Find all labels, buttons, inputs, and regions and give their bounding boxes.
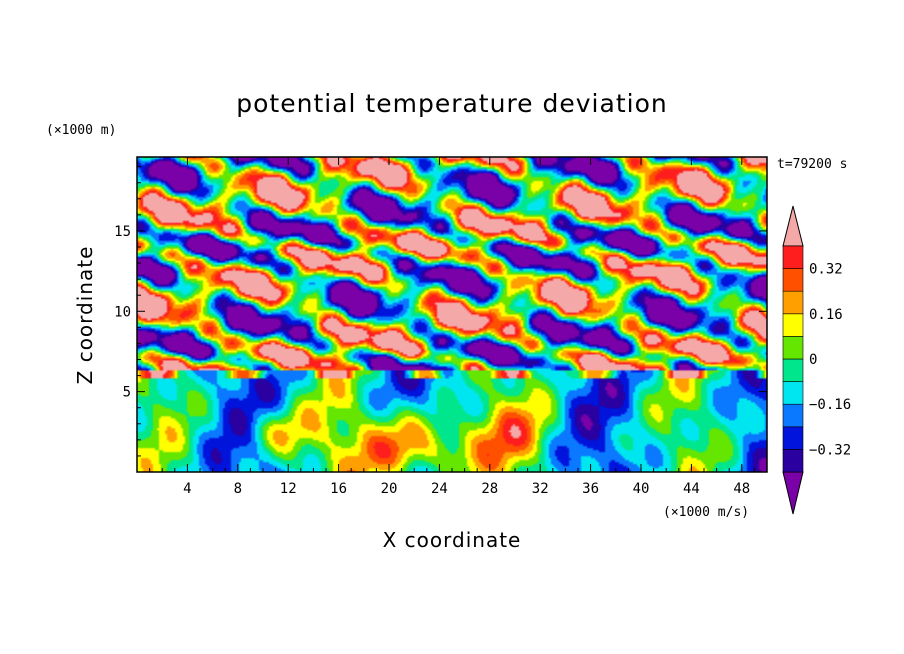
x-tick-label: 40 [633, 481, 650, 497]
colorbar-box [782, 268, 804, 292]
x-tick-label: 16 [330, 481, 347, 497]
chart-title: potential temperature deviation [236, 89, 667, 118]
colorbar-box [782, 403, 804, 428]
y-tick-label: 5 [123, 385, 131, 401]
colorbar-box [782, 381, 804, 405]
colorbar-extend-max [782, 205, 804, 247]
colorbar-tick-label: −0.16 [809, 397, 851, 413]
y-tick-label: 15 [114, 224, 131, 240]
time-label: t=79200 s [777, 157, 847, 172]
x-axis-label: X coordinate [383, 528, 522, 552]
x-tick-label: 32 [532, 481, 549, 497]
colorbar-tick-label: −0.32 [809, 442, 851, 458]
colorbar-tick-label: 0.32 [809, 262, 843, 278]
x-tick-label: 44 [683, 481, 700, 497]
y-unit-label: (×1000 m) [46, 123, 116, 138]
y-tick-label: 10 [114, 304, 131, 320]
x-tick-label: 28 [481, 481, 498, 497]
contour-field [137, 157, 767, 472]
y-axis-label: Z coordinate [73, 246, 97, 385]
colorbar-box [782, 358, 804, 382]
colorbar-box [782, 313, 804, 337]
x-unit-label: (×1000 m/s) [663, 505, 749, 520]
x-tick-label: 8 [234, 481, 242, 497]
colorbar-tick-label: 0.16 [809, 307, 843, 323]
contour-field-image [137, 157, 767, 472]
x-tick-label: 48 [733, 481, 750, 497]
colorbar-extend-min [782, 471, 804, 515]
colorbar-box [782, 245, 804, 269]
x-tick-label: 24 [431, 481, 448, 497]
x-axis: 4 8 12 16 20 24 28 32 36 40 44 48 [149, 157, 755, 497]
colorbar-box [782, 449, 804, 473]
colorbar-box [782, 336, 804, 360]
colorbar-box [782, 426, 804, 450]
x-tick-label: 36 [582, 481, 599, 497]
colorbar-box [782, 290, 804, 315]
colorbar: 0.32 0.16 0 −0.16 −0.32 [782, 205, 851, 515]
colorbar-tick-label: 0 [809, 352, 817, 368]
x-tick-label: 20 [381, 481, 398, 497]
x-tick-label: 12 [280, 481, 297, 497]
y-axis: 5 10 15 [114, 166, 767, 457]
x-tick-label: 4 [183, 481, 191, 497]
